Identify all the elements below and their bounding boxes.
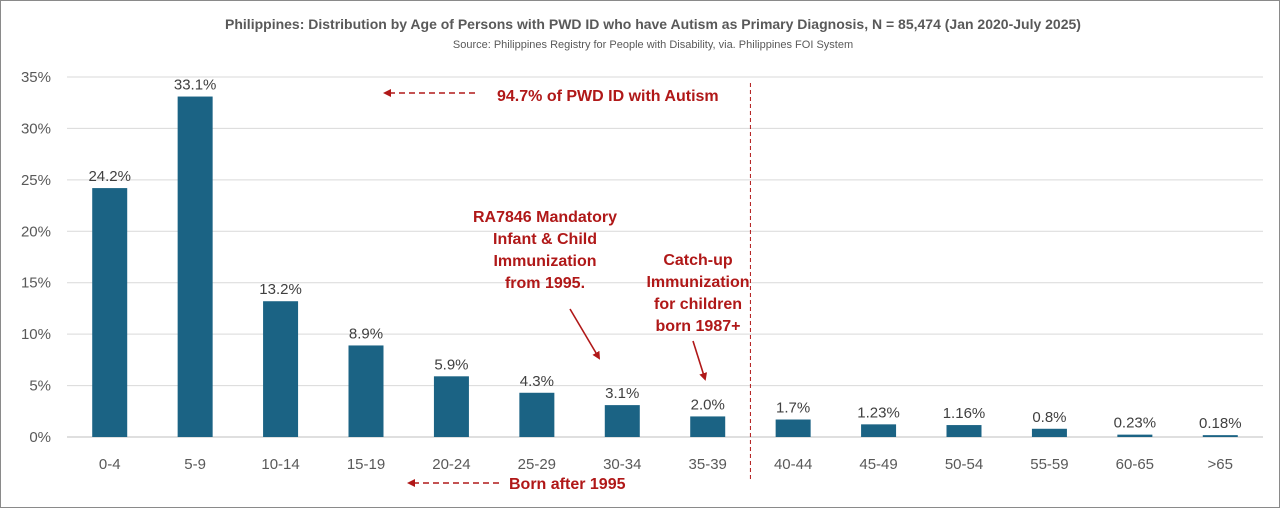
- data-label: 1.16%: [943, 405, 986, 422]
- data-label: 3.1%: [605, 385, 639, 402]
- catchup-line: Catch-up: [663, 252, 733, 269]
- catchup-annotation: Catch-up Immunization for children born 198…: [646, 252, 749, 335]
- x-axis: 0-4 5-9 10-14 15-19 20-24 25-29 30-34 35-39 40-4…: [99, 456, 1233, 473]
- data-label: 24.2%: [88, 168, 131, 185]
- bar-55-59: [1031, 428, 1067, 437]
- bar-60-65: [1117, 434, 1153, 437]
- y-axis: 0% 5% 10% 15% 20% 25% 30% 35%: [21, 69, 51, 446]
- y-tick-label: 25%: [21, 172, 51, 189]
- bar-45-49: [861, 424, 897, 437]
- ra7846-line: Infant & Child: [493, 231, 597, 248]
- x-tick-label: 60-65: [1116, 456, 1154, 473]
- y-tick-label: 5%: [29, 378, 51, 395]
- x-tick-label: 40-44: [774, 456, 812, 473]
- bar-35-39: [690, 416, 726, 437]
- ra7846-arrow: [569, 308, 601, 360]
- data-label: 2.0%: [691, 396, 725, 413]
- bar-5-9: [177, 96, 213, 438]
- chart-title: Philippines: Distribution by Age of Pers…: [225, 16, 1081, 32]
- x-tick-label: 10-14: [261, 456, 299, 473]
- data-label: 5.9%: [434, 356, 468, 373]
- x-tick-label: >65: [1208, 456, 1233, 473]
- top-annotation: 94.7% of PWD ID with Autism: [497, 88, 719, 105]
- x-tick-label: 20-24: [432, 456, 470, 473]
- catchup-line: born 1987+: [656, 318, 741, 335]
- data-label: 0.23%: [1114, 415, 1157, 432]
- bar-15-19: [348, 345, 384, 437]
- data-label: 13.2%: [259, 281, 302, 298]
- bar-25-29: [519, 392, 555, 437]
- y-tick-label: 10%: [21, 326, 51, 343]
- ra7846-annotation: RA7846 Mandatory Infant & Child Immunizati…: [473, 209, 617, 292]
- data-label: 1.23%: [857, 404, 900, 421]
- y-tick-label: 20%: [21, 223, 51, 240]
- ra7846-line: Immunization: [493, 253, 596, 270]
- x-tick-label: 35-39: [689, 456, 727, 473]
- bars: 24.2% 33.1% 13.2% 8.9% 5.9% 4.3% 3.1% 2.0% 1.7% 1…: [88, 77, 1242, 438]
- ra7846-line: from 1995.: [505, 275, 585, 292]
- bar-40-44: [775, 419, 811, 437]
- bottom-annotation: Born after 1995: [509, 476, 626, 493]
- x-tick-label: 30-34: [603, 456, 641, 473]
- catchup-line: for children: [654, 296, 742, 313]
- bar-0-4: [92, 188, 128, 437]
- x-tick-label: 15-19: [347, 456, 385, 473]
- y-tick-label: 0%: [29, 429, 51, 446]
- chart-subtitle: Source: Philippines Registry for People …: [453, 39, 853, 51]
- data-label: 4.3%: [520, 373, 554, 390]
- catchup-arrow: [692, 340, 708, 381]
- bar-20-24: [433, 376, 469, 437]
- x-tick-label: 50-54: [945, 456, 983, 473]
- data-label: 1.7%: [776, 400, 810, 417]
- bar-10-14: [263, 301, 299, 437]
- ra7846-line: RA7846 Mandatory: [473, 209, 617, 226]
- annotations: 94.7% of PWD ID with Autism Born after 19…: [383, 83, 751, 493]
- x-tick-label: 25-29: [518, 456, 556, 473]
- data-label: 0.18%: [1199, 415, 1242, 432]
- data-label: 8.9%: [349, 325, 383, 342]
- y-tick-label: 35%: [21, 69, 51, 86]
- catchup-line: Immunization: [646, 274, 749, 291]
- bar-50-54: [946, 425, 982, 437]
- y-tick-label: 15%: [21, 275, 51, 292]
- data-label: 0.8%: [1032, 409, 1066, 426]
- x-tick-label: 45-49: [859, 456, 897, 473]
- y-tick-label: 30%: [21, 120, 51, 137]
- x-tick-label: 55-59: [1030, 456, 1068, 473]
- x-tick-label: 5-9: [184, 456, 206, 473]
- x-tick-label: 0-4: [99, 456, 121, 473]
- data-label: 33.1%: [174, 77, 217, 94]
- bar->65: [1202, 435, 1238, 437]
- bar-30-34: [604, 405, 640, 437]
